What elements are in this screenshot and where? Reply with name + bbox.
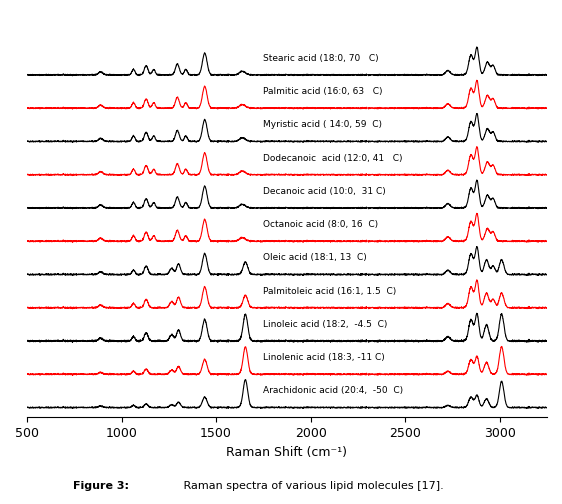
Text: Linolenic acid (18:3, -11 C): Linolenic acid (18:3, -11 C) [264, 353, 385, 362]
Text: Decanoic acid (10:0,  31 C): Decanoic acid (10:0, 31 C) [264, 187, 386, 196]
Text: Dodecanoic  acid (12:0, 41   C): Dodecanoic acid (12:0, 41 C) [264, 154, 403, 162]
Text: Palmitoleic acid (16:1, 1.5  C): Palmitoleic acid (16:1, 1.5 C) [264, 287, 397, 295]
Text: Arachidonic acid (20:4,  -50  C): Arachidonic acid (20:4, -50 C) [264, 387, 404, 395]
Text: Raman spectra of various lipid molecules [17].: Raman spectra of various lipid molecules… [180, 481, 443, 491]
Text: Stearic acid (18:0, 70   C): Stearic acid (18:0, 70 C) [264, 54, 379, 62]
X-axis label: Raman Shift (cm⁻¹): Raman Shift (cm⁻¹) [226, 446, 347, 459]
Text: Figure 3:: Figure 3: [73, 481, 129, 491]
Text: Myristic acid ( 14:0, 59  C): Myristic acid ( 14:0, 59 C) [264, 120, 382, 129]
Text: Linoleic acid (18:2,  -4.5  C): Linoleic acid (18:2, -4.5 C) [264, 320, 388, 329]
Text: Oleic acid (18:1, 13  C): Oleic acid (18:1, 13 C) [264, 254, 367, 262]
Text: Octanoic acid (8:0, 16  C): Octanoic acid (8:0, 16 C) [264, 220, 378, 229]
Text: Palmitic acid (16:0, 63   C): Palmitic acid (16:0, 63 C) [264, 87, 383, 96]
